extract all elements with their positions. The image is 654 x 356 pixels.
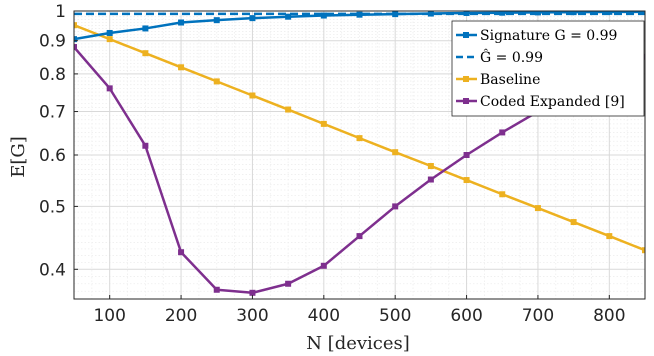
data-point xyxy=(285,280,292,287)
x-tick-label: 500 xyxy=(379,306,411,326)
data-point xyxy=(142,142,149,149)
data-point xyxy=(285,13,292,20)
data-point xyxy=(606,233,613,240)
x-tick-label: 300 xyxy=(236,306,268,326)
y-tick-label: 1 xyxy=(55,2,66,22)
series-layer xyxy=(74,11,645,296)
y-tick-label: 0.8 xyxy=(39,65,66,85)
grid xyxy=(73,10,646,299)
data-point xyxy=(142,25,149,32)
data-point xyxy=(356,233,363,240)
legend-label-coded-expanded: Coded Expanded [9] xyxy=(480,94,625,110)
data-point xyxy=(427,163,434,170)
tick-labels: 100 200 300 400 500 600 700 800 0.4 0.5 0.6 0.7 0.8 0… xyxy=(39,2,626,326)
legend-box xyxy=(451,20,645,117)
data-point xyxy=(249,15,256,22)
data-point xyxy=(106,36,113,43)
x-tick-label: 200 xyxy=(165,306,197,326)
data-point xyxy=(249,92,256,99)
data-point xyxy=(249,289,256,296)
data-point xyxy=(106,85,113,92)
legend-marker-signature xyxy=(463,32,469,38)
data-point xyxy=(213,78,220,85)
data-point xyxy=(463,152,470,158)
data-point xyxy=(320,12,327,19)
data-point xyxy=(213,17,220,24)
y-tick-label: 0.7 xyxy=(39,103,66,123)
x-tick-label: 400 xyxy=(308,306,340,326)
data-point xyxy=(320,262,327,269)
data-point xyxy=(178,249,185,256)
legend-label-baseline: Baseline xyxy=(480,72,540,88)
data-point xyxy=(463,11,470,16)
data-point xyxy=(642,247,645,254)
x-tick-label: 800 xyxy=(593,306,625,326)
data-point xyxy=(320,120,327,127)
data-point xyxy=(534,205,541,212)
series-baseline xyxy=(74,22,645,254)
y-tick-label: 0.5 xyxy=(39,197,66,217)
y-tick-label: 0.6 xyxy=(39,146,66,166)
data-point xyxy=(499,191,506,198)
data-point xyxy=(427,176,434,183)
y-tick-label: 0.9 xyxy=(39,32,66,52)
data-point xyxy=(392,203,399,210)
legend-label-signature: Signature G = 0.99 xyxy=(480,28,617,44)
legend: Signature G = 0.99 Ĝ = 0.99 Baseline Cod… xyxy=(451,20,645,117)
data-point xyxy=(392,11,399,18)
data-point xyxy=(74,36,77,43)
x-tick-label: 700 xyxy=(522,306,554,326)
data-point xyxy=(463,177,470,184)
data-point xyxy=(392,149,399,156)
data-point xyxy=(74,44,77,51)
x-tick-label: 600 xyxy=(450,306,482,326)
data-point xyxy=(178,64,185,71)
x-axis-label: N [devices] xyxy=(306,333,410,354)
data-point xyxy=(499,11,506,16)
data-point xyxy=(213,286,220,293)
data-point xyxy=(74,22,77,29)
y-tick-label: 0.4 xyxy=(39,260,66,280)
legend-marker-coded-expanded xyxy=(463,98,469,104)
data-point xyxy=(499,129,506,136)
x-tick-label: 100 xyxy=(93,306,125,326)
y-axis-label: E[G] xyxy=(8,136,29,178)
data-point xyxy=(142,50,149,57)
legend-marker-baseline xyxy=(463,76,469,82)
data-point xyxy=(570,219,577,226)
data-point xyxy=(285,106,292,113)
data-point xyxy=(178,19,185,26)
data-point xyxy=(356,11,363,18)
legend-label-ghat: Ĝ = 0.99 xyxy=(480,48,543,66)
data-point xyxy=(427,11,434,17)
data-point xyxy=(356,135,363,142)
data-point xyxy=(106,29,113,36)
